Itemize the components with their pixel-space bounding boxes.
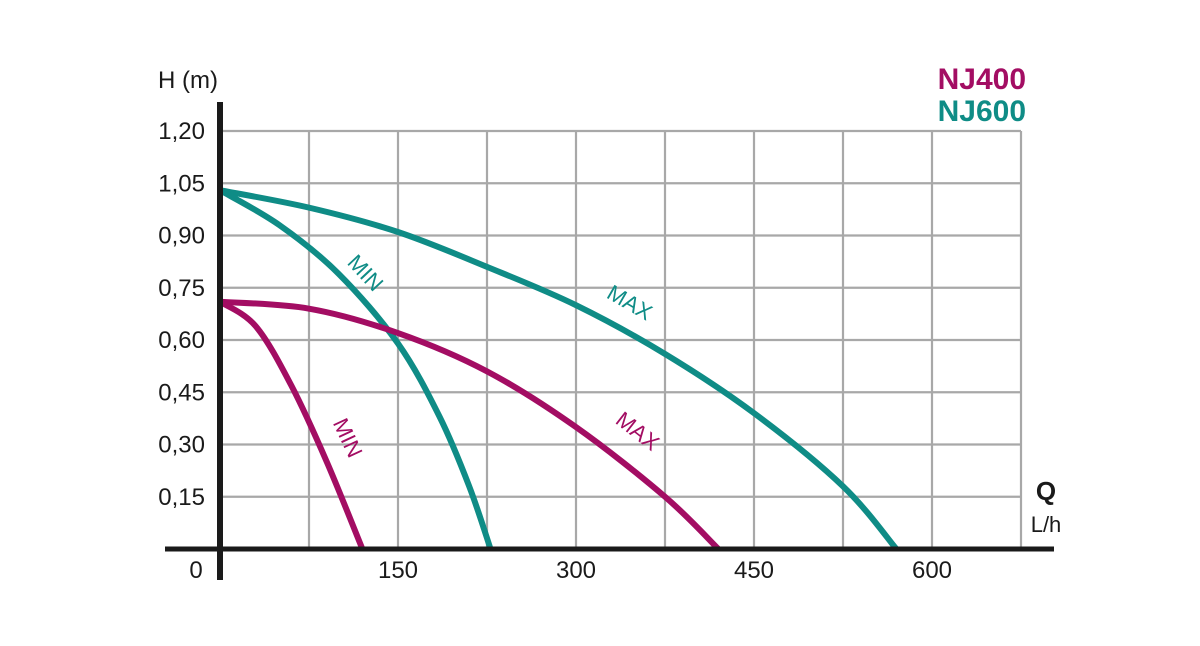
legend-item-nj400: NJ400 [938, 63, 1026, 96]
tick-labels: 150 300 450 600 0,15 0,30 0,45 0,60 0,75 0,90 1,05… [158, 118, 952, 584]
y-tick-label: 0,60 [158, 327, 205, 354]
curve-label-nj400-max: MAX [611, 407, 664, 456]
grid [220, 129, 1023, 549]
y-tick-label: 1,05 [158, 170, 205, 197]
y-tick-label: 1,20 [158, 118, 205, 145]
x-tick-label: 600 [912, 557, 952, 584]
curves [218, 187, 899, 552]
axes [165, 102, 1054, 580]
series-line-nj600-max [219, 187, 899, 551]
y-axis-title: H (m) [158, 67, 218, 94]
origin-label: 0 [189, 557, 202, 584]
series-line-nj400-max [219, 298, 721, 552]
y-tick-label: 0,45 [158, 379, 205, 406]
x-axis-unit: L/h [1031, 512, 1062, 537]
x-tick-label: 300 [556, 557, 596, 584]
y-tick-label: 0,15 [158, 484, 205, 511]
y-tick-label: 0,90 [158, 223, 205, 250]
x-tick-label: 450 [734, 557, 774, 584]
series-line-nj600-min [218, 187, 494, 550]
series-line-nj400-min [218, 299, 366, 551]
x-axis-title: Q [1036, 476, 1056, 506]
legend-item-nj600: NJ600 [938, 95, 1026, 128]
y-tick-label: 0,75 [158, 275, 205, 302]
curve-label-nj400-min: MIN [328, 414, 368, 461]
x-tick-label: 150 [378, 557, 418, 584]
y-tick-label: 0,30 [158, 432, 205, 459]
curve-label-nj600-max: MAX [603, 280, 657, 326]
